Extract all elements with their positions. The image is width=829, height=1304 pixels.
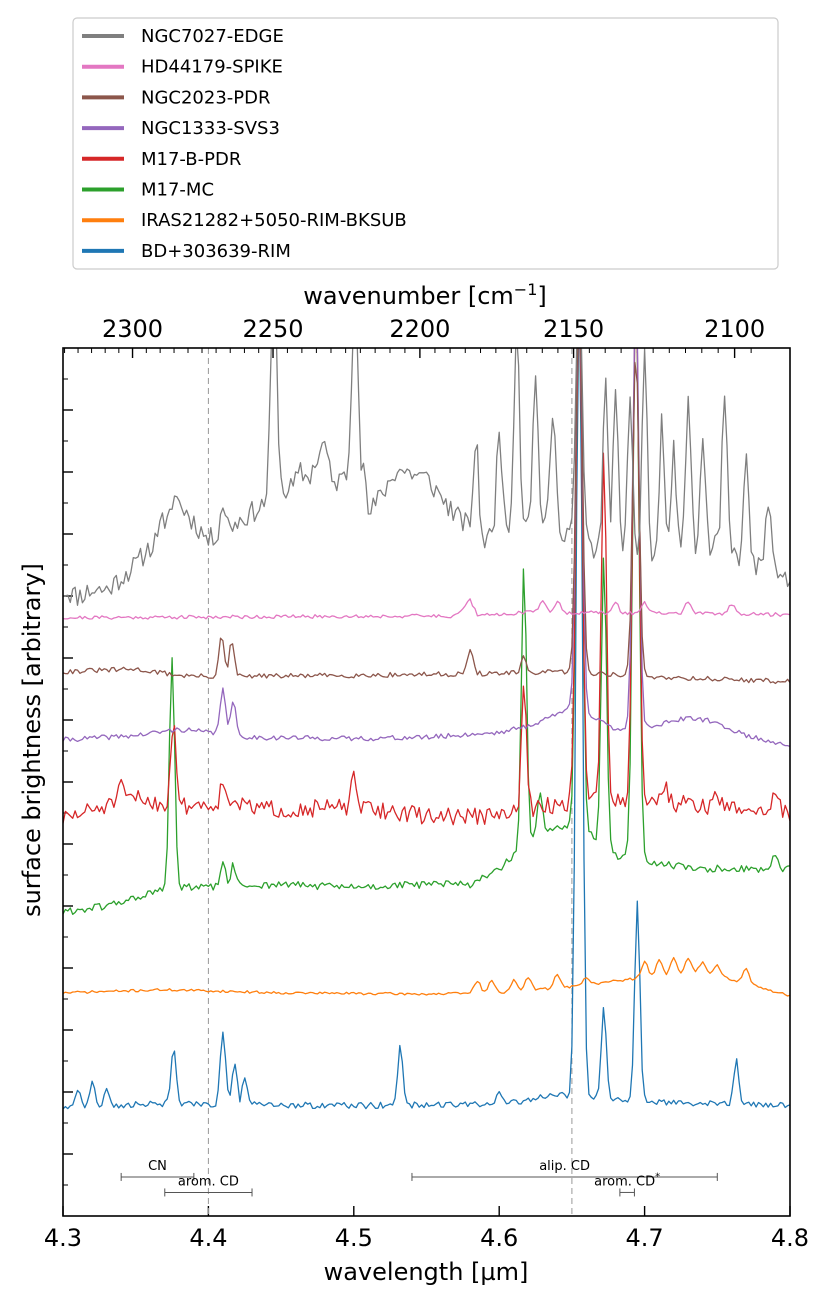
legend-label: HD44179-SPIKE — [141, 57, 283, 78]
spectra — [63, 348, 790, 1110]
reference-lines — [207, 348, 573, 1216]
top-tick-label: 2250 — [242, 315, 303, 343]
legend-label: M17-MC — [141, 180, 214, 201]
top-axis: 2300 2250 2200 2150 2100 — [64, 315, 765, 358]
y-axis-title: surface brightness [arbitrary] — [18, 563, 46, 917]
series-line — [63, 348, 790, 685]
legend-label: IRAS21282+5050-RIM-BKSUB — [141, 210, 407, 231]
top-axis-title: wavenumber [cm−1] — [303, 280, 547, 310]
x-tick-label: 4.4 — [189, 1224, 227, 1252]
legend-label: NGC2023-PDR — [141, 87, 271, 108]
annotation-label: arom. CD* — [594, 1171, 660, 1189]
annotation-label: arom. CD — [178, 1174, 239, 1189]
series-line — [63, 348, 790, 1110]
top-tick-label: 2100 — [704, 315, 765, 343]
bottom-axis: 4.3 4.4 4.5 4.6 4.7 4.8 — [44, 1206, 809, 1252]
legend-label: NGC7027-EDGE — [141, 26, 284, 47]
x-tick-label: 4.7 — [626, 1224, 664, 1252]
series-line — [63, 348, 790, 915]
legend-label: M17-B-PDR — [141, 149, 241, 170]
x-tick-label: 4.3 — [44, 1224, 82, 1252]
x-axis-title: wavelength [µm] — [324, 1258, 529, 1286]
annotation-label: CN — [148, 1159, 167, 1174]
top-tick-label: 2300 — [102, 315, 163, 343]
left-axis — [63, 378, 73, 1186]
top-tick-label: 2150 — [543, 315, 604, 343]
x-tick-label: 4.8 — [771, 1224, 809, 1252]
plot-frame — [62, 347, 791, 1217]
legend-label: BD+303639-RIM — [141, 241, 291, 262]
series-line — [63, 348, 790, 748]
series-line — [63, 598, 790, 620]
series-line — [63, 348, 790, 826]
top-tick-label: 2200 — [389, 315, 450, 343]
x-tick-label: 4.6 — [480, 1224, 518, 1252]
annotation-label: alip. CD — [539, 1159, 590, 1174]
legend: NGC7027-EDGE HD44179-SPIKE NGC2023-PDR NGC1… — [72, 17, 779, 270]
series-line — [63, 956, 790, 997]
x-tick-label: 4.5 — [335, 1224, 373, 1252]
legend-frame — [72, 17, 779, 270]
series-line — [63, 348, 790, 606]
band-annotations: CN arom. CD alip. CD arom. CD* — [120, 1159, 718, 1197]
legend-label: NGC1333-SVS3 — [141, 118, 280, 139]
